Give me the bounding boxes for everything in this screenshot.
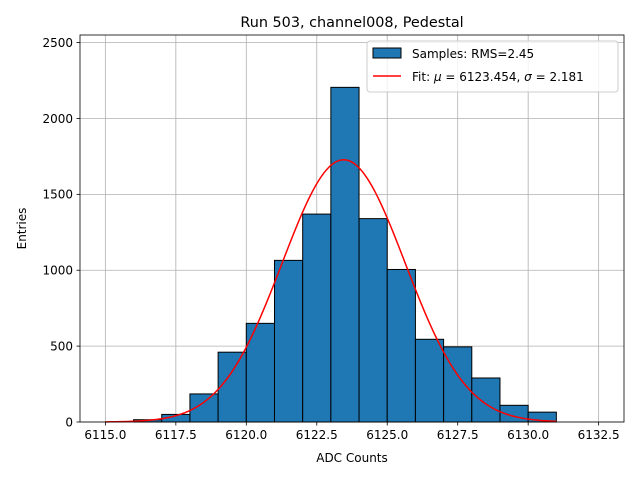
y-axis-ticks: 0 500 1000 1500 2000 2500 <box>42 36 80 429</box>
x-tick-label: 6122.5 <box>296 428 338 442</box>
legend: Samples: RMS=2.45 Fit: μ = 6123.454, σ =… <box>366 40 619 93</box>
legend-label-fit: Fit: μ = 6123.454, σ = 2.181 <box>412 70 584 84</box>
x-tick-label: 6120.0 <box>225 428 267 442</box>
chart-title: Run 503, channel008, Pedestal <box>240 15 463 31</box>
plot-frame <box>79 34 625 423</box>
x-tick-label: 6127.5 <box>437 428 479 442</box>
legend-label-samples: Samples: RMS=2.45 <box>412 47 534 61</box>
x-tick-label: 6132.5 <box>578 428 620 442</box>
histogram-bar <box>386 268 416 423</box>
histogram-bar <box>245 322 275 423</box>
x-tick-label: 6125.0 <box>366 428 408 442</box>
histogram-bar <box>330 86 360 423</box>
histogram-bar <box>273 259 304 423</box>
fit-curve <box>105 159 557 423</box>
x-axis-label: ADC Counts <box>316 451 388 465</box>
y-tick-label: 1000 <box>42 264 73 278</box>
histogram-bar <box>358 218 388 423</box>
x-axis-ticks: 6115.0 6117.5 6120.0 6122.5 6125.0 6127.5 6130… <box>84 422 620 442</box>
histogram-bar <box>471 377 501 423</box>
histogram-bars <box>133 86 557 423</box>
legend-fit-sigma-symbol: σ <box>524 70 532 84</box>
y-tick-label: 2500 <box>42 36 73 50</box>
histogram-bar <box>414 338 445 423</box>
y-tick-label: 0 <box>65 415 73 429</box>
legend-fit-mu-symbol: μ <box>433 70 442 84</box>
y-tick-label: 1500 <box>42 188 73 202</box>
histogram-bar <box>217 351 247 423</box>
legend-patch-samples <box>372 47 402 59</box>
y-tick-label: 500 <box>50 339 73 353</box>
legend-box <box>366 40 619 93</box>
y-tick-label: 2000 <box>42 112 73 126</box>
x-tick-label: 6130.0 <box>507 428 549 442</box>
legend-fit-prefix: Fit: <box>412 70 434 84</box>
y-axis-label: Entries <box>15 208 29 250</box>
legend-fit-sigma-value: = 2.181 <box>532 70 584 84</box>
x-tick-label: 6115.0 <box>84 428 126 442</box>
x-tick-label: 6117.5 <box>155 428 197 442</box>
histogram-bar <box>302 213 332 423</box>
legend-fit-mu-value: = 6123.454, <box>442 70 525 84</box>
